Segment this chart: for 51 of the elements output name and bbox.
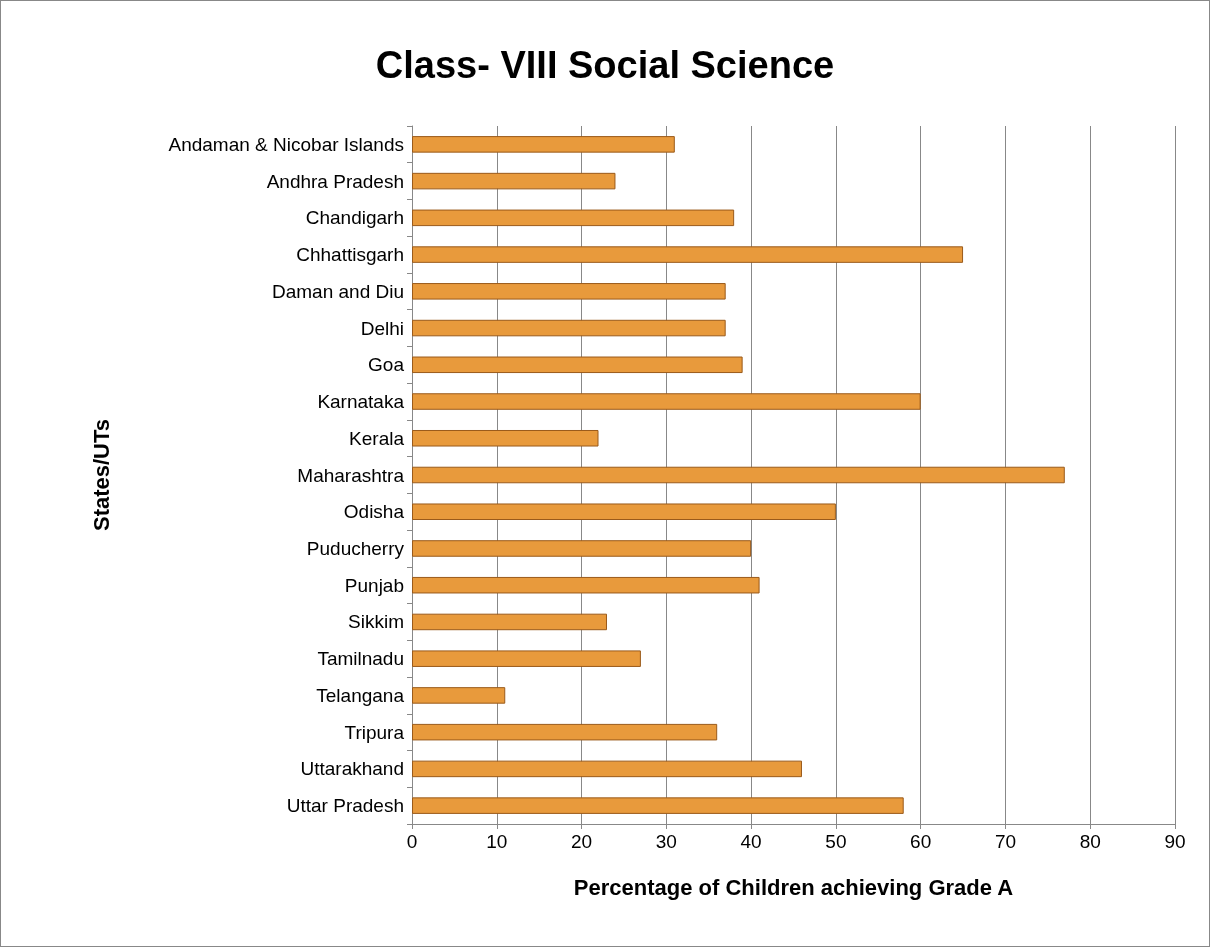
bar (412, 503, 836, 520)
y-tick-label: Andhra Pradesh (266, 170, 404, 192)
x-tick-label: 40 (740, 831, 762, 852)
bar (412, 393, 921, 410)
y-tick-label: Uttar Pradesh (286, 795, 404, 817)
y-tick-label: Telangana (316, 684, 405, 706)
bar (412, 797, 904, 814)
x-tick-label: 30 (655, 831, 677, 852)
x-tick-label: 80 (1079, 831, 1101, 852)
y-tick-label: Maharashtra (297, 464, 405, 486)
bar (412, 319, 726, 337)
bar (412, 209, 735, 227)
y-tick-label: Puducherry (306, 537, 405, 559)
bar (412, 613, 607, 631)
y-tick-label: Delhi (360, 317, 404, 339)
x-tick-label: 70 (994, 831, 1017, 852)
x-axis-title: Percentage of Children achieving Grade A (573, 874, 1014, 900)
y-tick-label: Uttarakhand (300, 758, 404, 780)
x-tick-label: 50 (825, 831, 847, 852)
bar (412, 687, 506, 704)
bar (412, 466, 1065, 484)
bar (412, 172, 616, 190)
y-tick-label: Andaman & Nicobar Islands (168, 133, 404, 155)
chart-title: Class- VIII Social Science (375, 44, 835, 86)
y-tick-label: Punjab (344, 574, 404, 596)
y-tick-label: Sikkim (348, 611, 404, 633)
x-tick-label: 90 (1164, 831, 1186, 852)
bar (412, 356, 743, 374)
y-tick-label: Daman and Diu (271, 280, 404, 302)
y-tick-label: Goa (368, 354, 405, 376)
x-tick-label: 60 (910, 831, 932, 852)
y-tick-label: Karnataka (317, 391, 405, 413)
y-tick-label: Chhattisgarh (296, 244, 404, 266)
bar (412, 540, 752, 557)
bar (412, 650, 641, 667)
y-axis-title: States/UTs (88, 418, 114, 532)
y-tick-label: Odisha (343, 501, 405, 523)
x-tick-label: 10 (486, 831, 508, 852)
y-tick-label: Kerala (349, 427, 405, 449)
bar (412, 760, 802, 778)
bar (412, 136, 675, 153)
bar (412, 283, 726, 300)
bar (412, 576, 760, 594)
x-tick-label: 20 (570, 831, 593, 852)
bar (412, 430, 599, 447)
y-tick-label: Tripura (344, 721, 405, 743)
x-tick-label: 0 (406, 831, 418, 852)
bar (412, 246, 964, 263)
bar (412, 723, 718, 741)
y-tick-label: Tamilnadu (317, 648, 404, 670)
y-tick-label: Chandigarh (305, 207, 404, 229)
